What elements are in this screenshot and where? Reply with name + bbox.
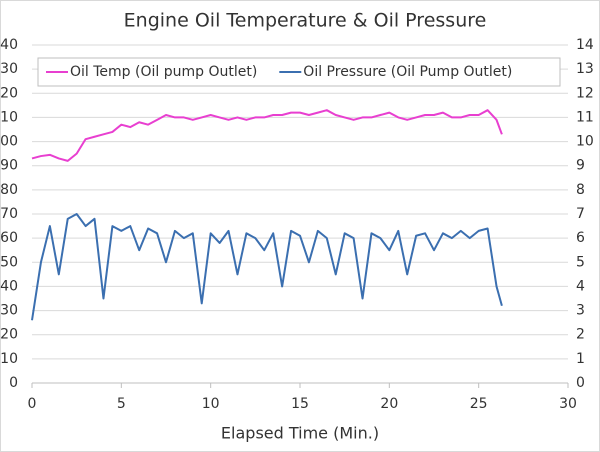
x-tick-label: 25 [470,396,488,412]
y2-tick-label: 12 [576,85,594,101]
y-tick-label: 130 [0,61,18,77]
chart-title: Engine Oil Temperature & Oil Pressure [124,10,487,32]
y2-tick-label: 5 [576,254,585,270]
y-tick-label: 50 [0,254,18,270]
x-tick-label: 30 [559,396,577,412]
y2-tick-label: 2 [576,327,585,343]
y2-tick-label: 0 [576,375,585,391]
data-line [31,109,503,162]
data-line [31,213,503,321]
y-tick-label: 120 [0,85,18,101]
y2-tick-label: 6 [576,230,585,246]
y2-tick-label: 1 [576,351,585,367]
y2-tick-label: 8 [576,182,585,198]
y2-tick-label: 9 [576,158,585,174]
y-tick-label: 90 [0,158,18,174]
y2-tick-label: 10 [576,134,594,150]
legend-label: Oil Temp (Oil pump Outlet) [70,64,257,80]
y-tick-label: 140 [0,37,18,53]
y-tick-label: 60 [0,230,18,246]
y-tick-label: 40 [0,278,18,294]
y2-tick-label: 13 [576,61,594,77]
y2-tick-label: 14 [576,37,594,53]
x-tick-label: 15 [291,396,309,412]
y-tick-label: 100 [0,134,18,150]
y-tick-label: 110 [0,109,18,125]
y-tick-label: 0 [9,375,18,391]
x-tick-label: 0 [28,396,37,412]
x-tick-label: 20 [380,396,398,412]
x-tick-label: 10 [202,396,220,412]
x-tick-label: 5 [117,396,126,412]
y2-tick-label: 7 [576,206,585,222]
y-tick-label: 80 [0,182,18,198]
y2-tick-label: 4 [576,278,585,294]
y2-tick-label: 11 [576,109,594,125]
y-tick-label: 30 [0,303,18,319]
y2-tick-label: 3 [576,303,585,319]
y-tick-label: 10 [0,351,18,367]
legend-label: Oil Pressure (Oil Pump Outlet) [303,64,512,80]
y-tick-label: 70 [0,206,18,222]
y-tick-label: 20 [0,327,18,343]
x-axis-title: Elapsed Time (Min.) [221,424,379,443]
